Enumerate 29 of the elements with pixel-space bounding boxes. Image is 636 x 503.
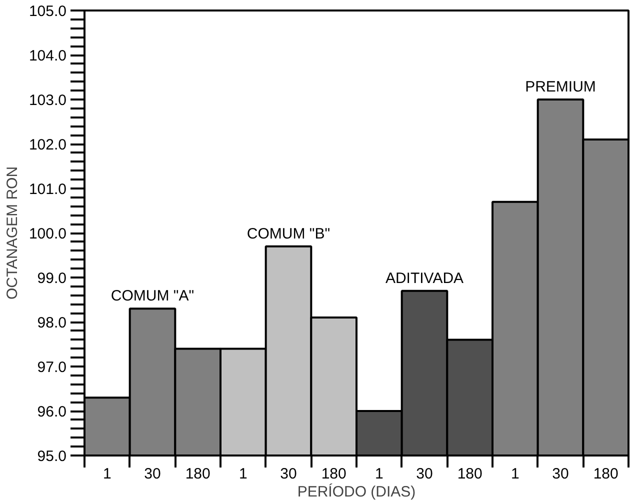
- y-tick-label: 102.0: [28, 136, 67, 154]
- x-tick-label: 1: [102, 466, 112, 482]
- annotation: PREMIUM: [525, 78, 596, 96]
- y-tick-label: 95.0: [37, 448, 67, 465]
- x-tick-label: 1: [238, 466, 248, 482]
- y-tick-label: 100.0: [28, 226, 67, 242]
- y-tick-label: 103.0: [28, 92, 67, 109]
- x-tick-label: 30: [280, 466, 297, 482]
- x-tick-label: 180: [185, 466, 210, 482]
- x-tick-label: 1: [510, 466, 520, 482]
- x-tick-label: 30: [552, 466, 569, 482]
- x-axis-title: PERÍODO (DIAS): [297, 482, 416, 500]
- y-tick-label: 96.0: [37, 404, 67, 420]
- x-tick-label: 30: [144, 466, 161, 482]
- annotation: COMUM "A": [110, 288, 194, 305]
- y-tick-label: 99.0: [37, 270, 67, 287]
- annotation: COMUM "B": [246, 225, 330, 242]
- x-tick-label: 180: [457, 466, 482, 482]
- y-tick-label: 98.0: [37, 314, 67, 332]
- annotation: ADITIVADA: [385, 270, 464, 287]
- x-tick-label: 1: [374, 466, 384, 482]
- y-axis-title: OCTANAGEM RON: [4, 166, 21, 300]
- y-tick-label: 104.0: [28, 48, 67, 64]
- x-tick-label: 180: [321, 466, 346, 482]
- x-tick-label: 180: [593, 466, 618, 482]
- y-tick-label: 105.0: [28, 3, 67, 20]
- x-tick-label: 30: [416, 466, 433, 482]
- y-tick-label: 101.0: [28, 181, 67, 198]
- y-tick-label: 97.0: [37, 359, 67, 376]
